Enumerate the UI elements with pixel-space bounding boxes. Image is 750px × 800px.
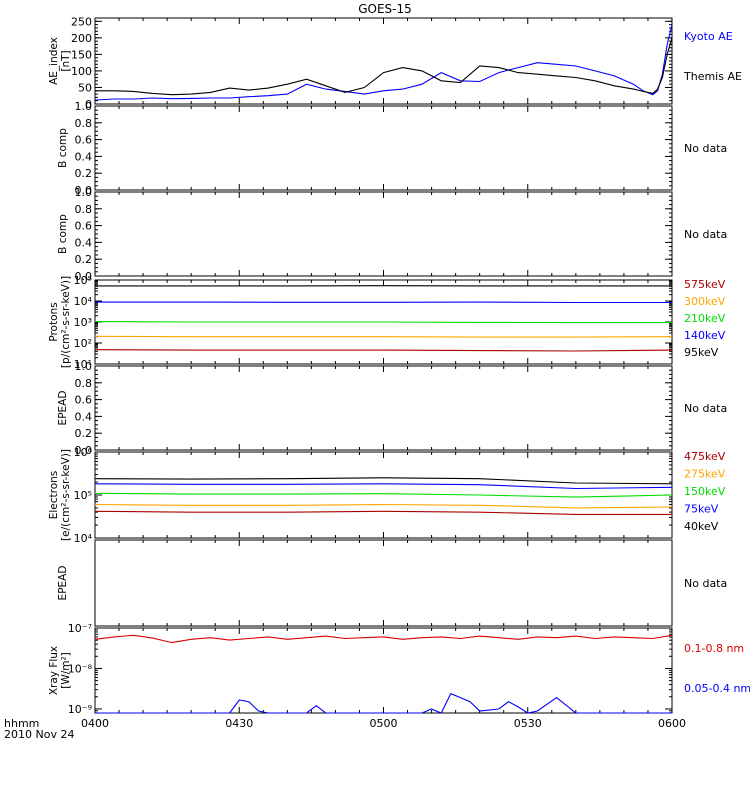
y-tick-label: 1.0 <box>75 186 93 199</box>
y-tick-label: 0.6 <box>75 394 93 407</box>
y-tick-label: 10³ <box>74 316 92 329</box>
y-tick-label: 10¹ <box>74 358 92 371</box>
series-line-40kev <box>94 477 673 485</box>
y-axis-label: Xray Flux <box>48 646 60 695</box>
panel-frame <box>94 365 673 451</box>
time-axis-label: hhmm <box>4 717 39 730</box>
series-line-0-05-0-4-nm <box>95 692 672 714</box>
y-tick-label: 0.2 <box>75 427 93 440</box>
y-axis-label: Protons <box>48 302 60 341</box>
series-line-210kev <box>94 321 672 324</box>
y-tick-label: 1.0 <box>75 360 93 373</box>
y-axis-label: [W/m²] <box>60 652 72 689</box>
y-tick-label: 0.0 <box>75 444 93 457</box>
legend-label: 75keV <box>684 503 719 516</box>
x-tick-label: 0530 <box>514 717 542 730</box>
legend-label: 40keV <box>684 520 719 533</box>
y-tick-label: 0.4 <box>75 410 93 423</box>
y-tick-label: 250 <box>71 15 92 28</box>
y-tick-label: 0.8 <box>75 203 93 216</box>
y-tick-label: 0.2 <box>75 167 93 180</box>
y-axis-label: [p/(cm²-s-sr-keV)] <box>60 276 72 368</box>
y-tick-label: 0 <box>85 98 92 111</box>
legend-label: 300keV <box>684 295 726 308</box>
legend-label: 0.1-0.8 nm <box>684 642 744 655</box>
panel-epead2: EPEAD No data <box>57 539 727 627</box>
y-tick-label: 0.8 <box>75 117 93 130</box>
legend-label: 95keV <box>684 346 719 359</box>
panel-ae: 0 50 100 150 200 250 AE_index [nT] Kyoto AE Themi… <box>48 15 742 111</box>
y-tick-label: 200 <box>71 32 92 45</box>
legend-label: 140keV <box>684 329 726 342</box>
no-data-label: No data <box>684 402 727 415</box>
legend-label: Themis AE <box>683 70 742 83</box>
legend-label: 210keV <box>684 312 726 325</box>
y-axis-label: Electrons <box>48 471 60 520</box>
y-tick-label: 10⁵ <box>74 274 92 287</box>
y-tick-label: 10⁻⁸ <box>68 662 93 675</box>
y-tick-label: 10⁴ <box>74 532 93 545</box>
legend-label: 150keV <box>684 485 726 498</box>
series-line-0-1-0-8-nm <box>94 634 673 644</box>
panel-frame <box>94 105 673 191</box>
legend-label: 475keV <box>684 450 726 463</box>
panel-xray: 10⁻⁷ 10⁻⁸ 10⁻⁹ Xray Flux [W/m²] 0.1-0.8 nm 0.0… <box>48 622 750 716</box>
y-tick-label: 0.0 <box>75 184 93 197</box>
x-tick-label: 0500 <box>370 717 398 730</box>
panel-b2: 0.0 0.2 0.4 0.6 0.8 1.0 B comp No data <box>57 186 727 283</box>
y-tick-label: 10⁵ <box>74 489 92 502</box>
series-line-150kev <box>94 492 673 498</box>
y-tick-label: 10⁴ <box>74 295 93 308</box>
date-label: 2010 Nov 24 <box>4 728 74 741</box>
legend-label: 0.05-0.4 nm <box>684 682 750 695</box>
panel-frame <box>94 191 673 277</box>
legend-label: 275keV <box>684 468 726 481</box>
series-line-575kev <box>94 349 673 352</box>
series-line-75kev <box>94 483 673 490</box>
series-line-themis-ae <box>95 37 673 96</box>
y-tick-label: 150 <box>71 48 92 61</box>
no-data-label: No data <box>684 142 727 155</box>
y-tick-label: 100 <box>71 65 92 78</box>
y-axis-label: B comp <box>57 214 69 254</box>
panel-b1: 0.0 0.2 0.4 0.6 0.8 1.0 B comp No data <box>57 100 727 197</box>
panel-protons: 10¹ 10² 10³ 10⁴ 10⁵ Protons [p/(cm²-s-sr-keV)]… <box>48 274 726 371</box>
y-tick-label: 0.6 <box>75 220 93 233</box>
y-tick-label: 0.4 <box>75 150 93 163</box>
y-axis-label: [e/(cm²-s-sr-keV)] <box>60 449 72 541</box>
y-tick-label: 0.8 <box>75 377 93 390</box>
x-tick-label: 0600 <box>658 717 686 730</box>
x-tick-label: 0430 <box>225 717 253 730</box>
series-line-300kev <box>94 335 673 338</box>
series-line-kyoto-ae <box>94 24 673 101</box>
panel-epead1: 0.0 0.2 0.4 0.6 0.8 1.0 EPEAD No data <box>57 360 727 457</box>
series-line-475kev <box>94 510 672 515</box>
panel-electrons: 10⁴ 10⁵ 10⁶ Electrons [e/(cm²-s-sr-keV)] 475k… <box>48 446 726 545</box>
no-data-label: No data <box>684 228 727 241</box>
y-axis-label: EPEAD <box>57 391 69 426</box>
panel-frame <box>94 539 673 627</box>
y-axis-label: EPEAD <box>57 566 69 601</box>
y-axis-label: [nT] <box>60 50 72 71</box>
y-tick-label: 0.6 <box>75 134 93 147</box>
no-data-label: No data <box>684 577 727 590</box>
y-tick-label: 0.2 <box>75 253 93 266</box>
y-tick-label: 50 <box>78 81 92 94</box>
legend-label: 575keV <box>684 278 726 291</box>
y-tick-label: 10⁶ <box>74 446 93 459</box>
legend-label: Kyoto AE <box>684 30 733 43</box>
y-tick-label: 10⁻⁹ <box>68 703 92 716</box>
panel-frame <box>94 451 673 539</box>
y-tick-label: 0.4 <box>75 236 93 249</box>
series-line-275kev <box>94 503 673 509</box>
y-axis-label: B comp <box>57 128 69 168</box>
x-tick-label: 0400 <box>81 717 109 730</box>
y-axis-label: AE_index <box>48 37 60 85</box>
y-tick-label: 1.0 <box>75 100 93 113</box>
chart-title: GOES-15 <box>358 2 412 16</box>
y-tick-label: 10⁻⁷ <box>68 622 92 635</box>
y-tick-label: 10² <box>74 337 92 350</box>
y-tick-label: 0.0 <box>75 270 93 283</box>
